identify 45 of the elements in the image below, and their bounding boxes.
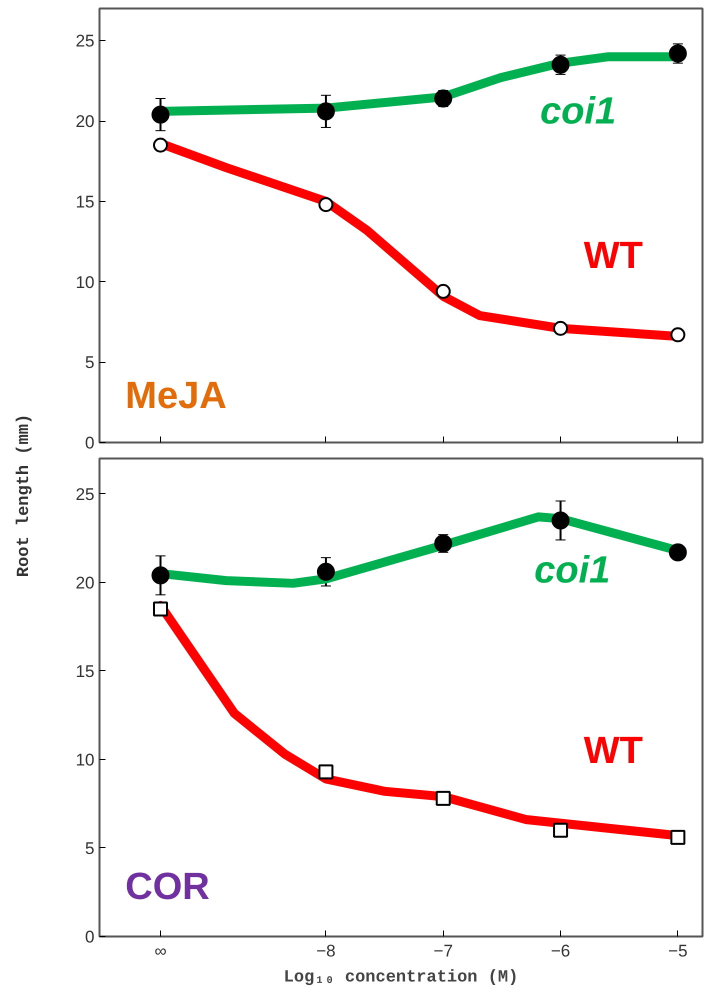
point: [670, 327, 686, 342]
x-tick-label: −5: [668, 942, 688, 960]
y-tick-label: 15: [76, 192, 95, 212]
y-tick-label: 20: [76, 112, 95, 132]
series-label: WT: [584, 730, 643, 772]
annotation: COR: [125, 866, 210, 908]
point: [152, 106, 170, 124]
point: [436, 790, 451, 806]
y-tick-label: 15: [76, 662, 95, 681]
point: [318, 764, 334, 780]
x-tick-label: ∞: [154, 942, 167, 960]
point: [436, 284, 451, 299]
series-label: coi1: [540, 90, 616, 132]
annotation: MeJA: [125, 374, 227, 417]
point: [670, 830, 686, 845]
point: [668, 44, 687, 62]
y-tick-label: 10: [76, 272, 95, 292]
x-axis-title: Log₁₀ concentration (M): [284, 968, 518, 988]
point: [316, 562, 335, 581]
y-tick-label: 5: [85, 353, 95, 372]
point: [316, 102, 335, 120]
y-tick-label: 25: [76, 32, 95, 51]
x-tick-label: −7: [434, 942, 453, 960]
point: [434, 534, 452, 552]
point: [153, 138, 168, 153]
point: [153, 601, 168, 616]
x-tick-label: −8: [316, 942, 336, 960]
y-tick-label: 0: [85, 434, 95, 452]
y-tick-label: 5: [85, 838, 95, 858]
y-axis-title: Root length (mm): [15, 414, 34, 578]
point: [552, 56, 570, 74]
point: [152, 566, 170, 584]
x-tick-label: −6: [550, 942, 570, 960]
point: [318, 197, 334, 212]
series-label: coi1: [534, 549, 610, 592]
point: [552, 511, 570, 530]
y-tick-label: 0: [85, 928, 95, 946]
point: [434, 90, 452, 108]
point: [553, 822, 568, 838]
point: [668, 543, 687, 562]
point: [553, 320, 568, 336]
y-tick-label: 25: [76, 484, 95, 504]
y-tick-label: 20: [76, 573, 95, 592]
y-tick-label: 10: [76, 750, 95, 770]
series-label: WT: [584, 234, 643, 277]
